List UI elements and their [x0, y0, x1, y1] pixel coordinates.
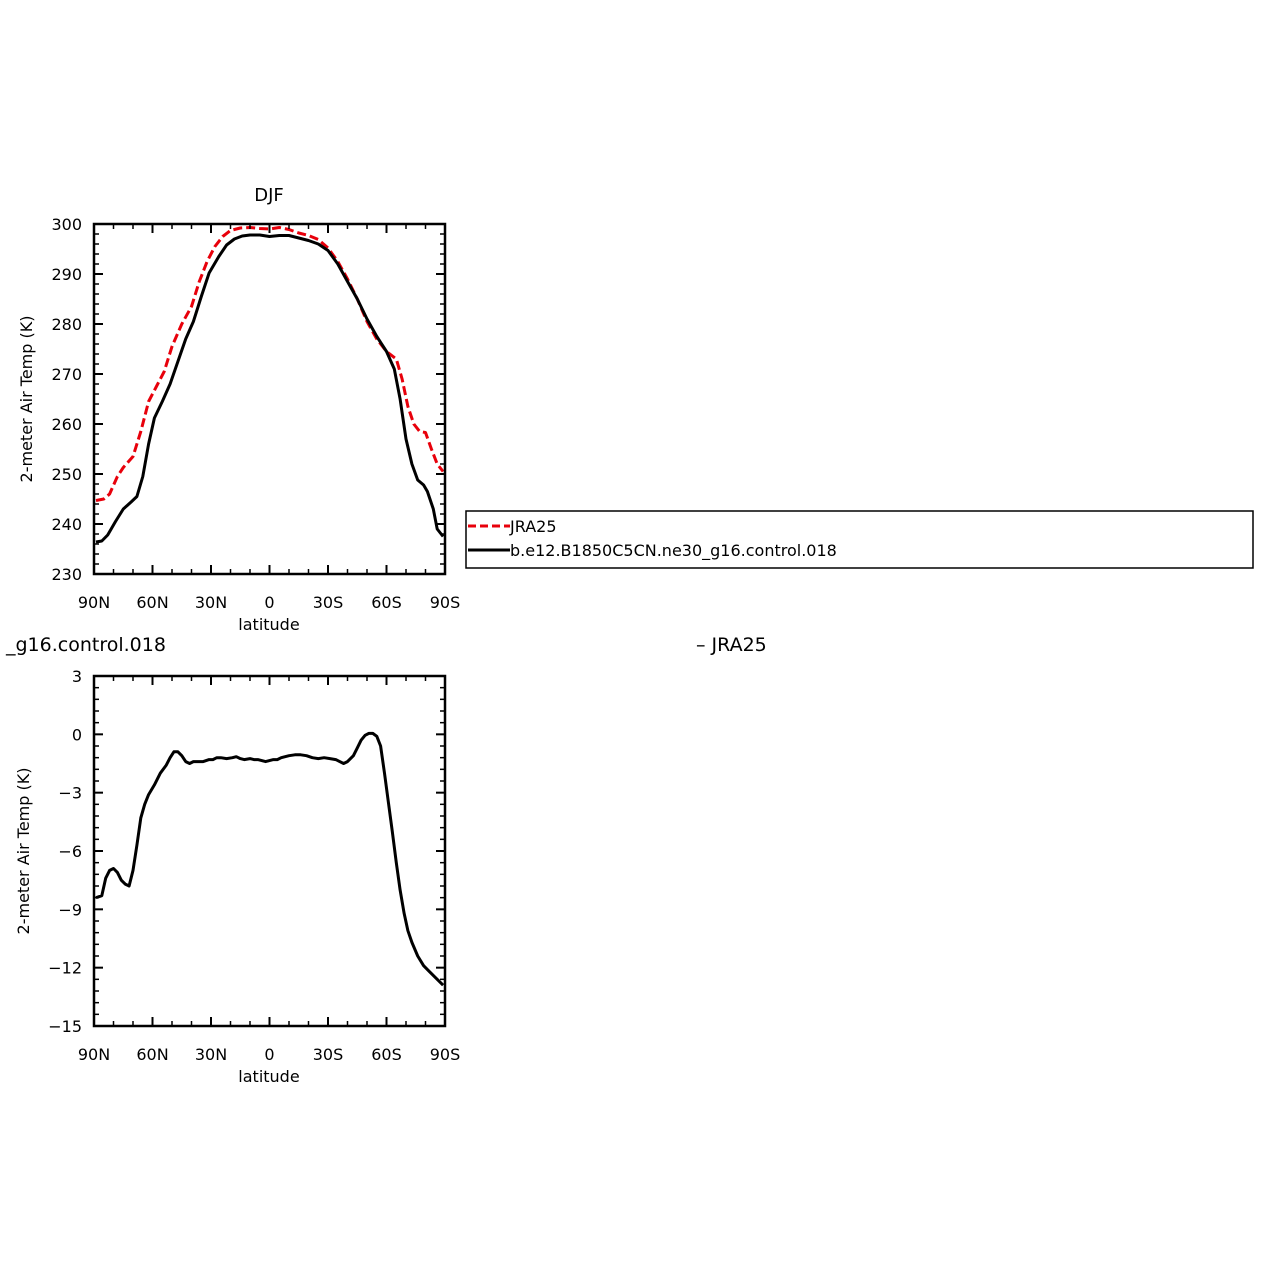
- top-xtick-label: 0: [264, 593, 274, 612]
- top-title: DJF: [254, 185, 284, 206]
- bottom-xtick-label: 90S: [430, 1045, 461, 1064]
- top-series-line-1: [95, 233, 445, 544]
- bottom-panel: _g16.control.018 – JRA25 90N 60N 30N 0 30S 60…: [5, 634, 767, 1086]
- bottom-xtick-label: 60S: [371, 1045, 402, 1064]
- bottom-xtick-label: 30N: [195, 1045, 227, 1064]
- top-xtick-label: 30S: [313, 593, 344, 612]
- legend-box: [465, 510, 1254, 569]
- bottom-ytick-label: −6: [58, 842, 82, 861]
- top-ytick-label: 270: [51, 365, 82, 384]
- top-ytick-label: 280: [51, 315, 82, 334]
- top-ytick-label: 260: [51, 415, 82, 434]
- bottom-series-line-0: [95, 731, 445, 987]
- top-plot-frame: [92, 222, 447, 576]
- top-ytick-label: 230: [51, 565, 82, 584]
- top-series-line-0: [95, 226, 445, 502]
- bottom-series-layer: [95, 731, 445, 987]
- bottom-ytick-label: −12: [48, 959, 82, 978]
- bottom-ytick-label: −9: [58, 900, 82, 919]
- top-y-axis-label: 2-meter Air Temp (K): [17, 316, 36, 483]
- legend-label-model: b.e12.B1850C5CN.ne30_g16.control.018: [510, 541, 837, 561]
- bottom-xtick-label: 30S: [313, 1045, 344, 1064]
- top-xtick-label: 30N: [195, 593, 227, 612]
- legend: JRA25 b.e12.B1850C5CN.ne30_g16.control.0…: [465, 510, 1254, 569]
- top-panel: DJF 90N 60N 30N 0 30S 60S 90S 230 240 250 260 270 28…: [17, 185, 460, 634]
- bottom-xtick-label: 60N: [136, 1045, 168, 1064]
- bottom-plot-frame: [92, 674, 447, 1028]
- top-ytick-label: 300: [51, 215, 82, 234]
- bottom-xtick-label: 0: [264, 1045, 274, 1064]
- bottom-title-left: _g16.control.018: [5, 634, 166, 656]
- top-xtick-label: 90N: [78, 593, 110, 612]
- top-ticks: [93, 223, 446, 575]
- bottom-ticks: [93, 675, 446, 1027]
- top-xtick-label: 90S: [430, 593, 461, 612]
- top-ytick-label: 290: [51, 265, 82, 284]
- top-xtick-label: 60N: [136, 593, 168, 612]
- top-xtick-label: 60S: [371, 593, 402, 612]
- bottom-ytick-label: −15: [48, 1017, 82, 1036]
- top-x-axis-label: latitude: [238, 615, 299, 634]
- top-tick-labels: 90N 60N 30N 0 30S 60S 90S 230 240 250 260 270 280 290…: [51, 215, 460, 612]
- top-ytick-label: 240: [51, 515, 82, 534]
- bottom-xtick-label: 90N: [78, 1045, 110, 1064]
- bottom-x-axis-label: latitude: [238, 1067, 299, 1086]
- top-ytick-label: 250: [51, 465, 82, 484]
- bottom-tick-labels: 90N 60N 30N 0 30S 60S 90S −15 −12 −9 −6 −3 0 3: [48, 667, 460, 1064]
- bottom-title-right: – JRA25: [696, 634, 767, 656]
- top-series-layer: [95, 226, 445, 544]
- bottom-ytick-label: 0: [72, 725, 82, 744]
- bottom-ytick-label: −3: [58, 784, 82, 803]
- bottom-ytick-label: 3: [72, 667, 82, 686]
- legend-label-jra25: JRA25: [509, 517, 557, 536]
- bottom-y-axis-label: 2-meter Air Temp (K): [14, 768, 33, 935]
